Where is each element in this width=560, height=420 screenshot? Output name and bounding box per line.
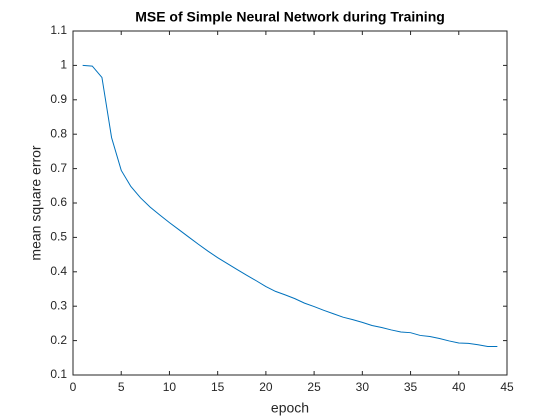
plot-box [72, 30, 508, 376]
y-tick-label: 0.5 [50, 230, 67, 244]
y-tick-label: 0.2 [50, 333, 67, 347]
y-tick-label: 1.1 [50, 23, 67, 37]
y-tick-label: 0.8 [50, 126, 67, 140]
x-tick-label: 25 [307, 380, 321, 394]
x-tick-label: 0 [70, 380, 77, 394]
x-tick-label: 35 [404, 380, 418, 394]
data-line [82, 64, 498, 347]
y-tick-label: 1 [60, 58, 67, 72]
x-tick-label: 30 [356, 380, 370, 394]
x-tick-label: 15 [211, 380, 225, 394]
x-tick-label: 20 [259, 380, 273, 394]
y-tick-label: 0.1 [50, 367, 67, 381]
x-tick-label: 5 [118, 380, 125, 394]
x-tick-label: 45 [500, 380, 514, 394]
x-axis-label: epoch [271, 400, 309, 416]
y-tick-label: 0.4 [50, 264, 67, 278]
x-tick-label: 10 [163, 380, 177, 394]
chart-title: MSE of Simple Neural Network during Trai… [135, 9, 445, 25]
y-tick-label: 0.7 [50, 161, 67, 175]
y-axis-label: mean square error [28, 145, 44, 261]
y-tick-label: 0.6 [50, 195, 67, 209]
y-tick-label: 0.9 [50, 92, 67, 106]
y-tick-label: 0.3 [50, 298, 67, 312]
x-tick-label: 40 [452, 380, 466, 394]
